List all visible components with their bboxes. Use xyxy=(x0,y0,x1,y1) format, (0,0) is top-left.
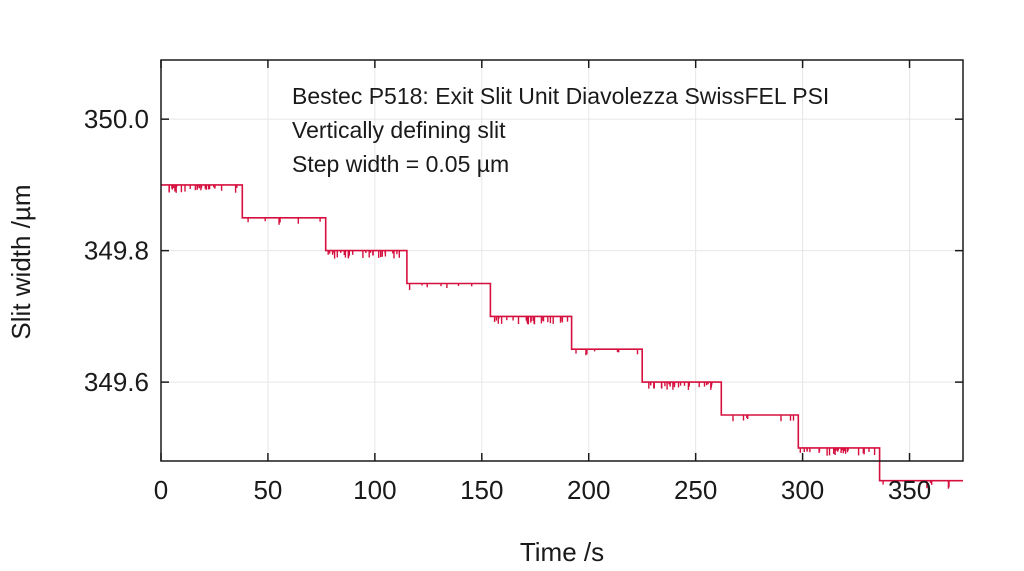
x-tick-label: 150 xyxy=(460,475,503,505)
x-tick-label: 350 xyxy=(888,475,931,505)
series-line xyxy=(161,184,963,482)
x-axis-label: Time /s xyxy=(520,537,604,567)
series-group xyxy=(161,184,963,489)
annotations: Bestec P518: Exit Slit Unit Diavolezza S… xyxy=(292,83,829,177)
annotation-line: Step width = 0.05 µm xyxy=(292,151,509,177)
y-tick-label: 349.8 xyxy=(84,236,149,266)
x-tick-label: 200 xyxy=(567,475,610,505)
x-tick-label: 0 xyxy=(154,475,168,505)
x-tick-label: 50 xyxy=(253,475,282,505)
grid xyxy=(161,60,963,461)
y-tick-label: 350.0 xyxy=(84,104,149,134)
x-tick-label: 250 xyxy=(674,475,717,505)
y-tick-label: 349.6 xyxy=(84,367,149,397)
x-tick-label: 300 xyxy=(781,475,824,505)
x-tick-label: 100 xyxy=(353,475,396,505)
y-axis-label: Slit width /µm xyxy=(6,184,36,339)
annotation-line: Vertically defining slit xyxy=(292,117,506,143)
plot-frame xyxy=(160,59,964,462)
annotation-line: Bestec P518: Exit Slit Unit Diavolezza S… xyxy=(292,83,829,109)
ticks: 0 50 100 150 200 250 300 350 349.6 349.8 350.0 xyxy=(84,60,963,505)
